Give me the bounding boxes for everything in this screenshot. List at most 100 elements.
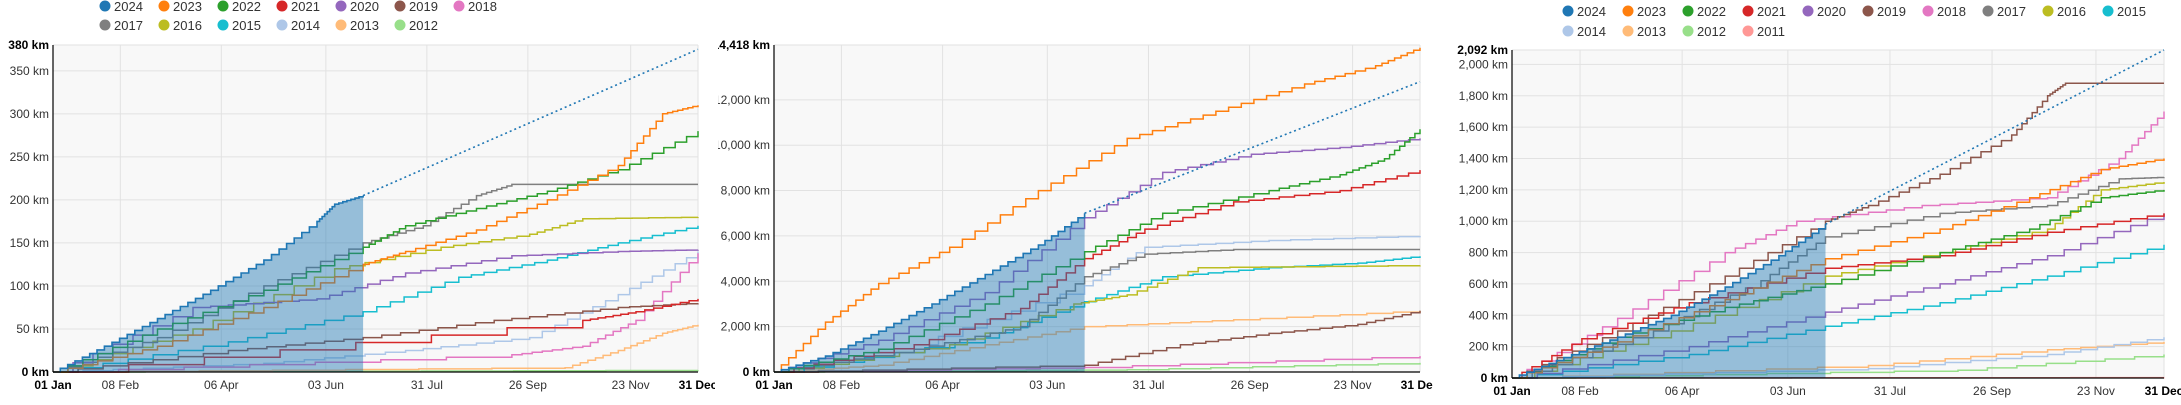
chart-panel-3: 2,000 km 1,800 km 1,600 km 1,400 km 1,200 km… xyxy=(1450,0,2181,405)
legend-item-2012[interactable]: 2012 xyxy=(1682,24,1726,39)
legend-item-2016[interactable]: 2016 xyxy=(2042,4,2086,19)
x-tick-label: 26 Sep xyxy=(509,378,547,392)
legend-item-2016[interactable]: 2016 xyxy=(158,18,202,33)
series-line-2013 xyxy=(53,324,699,373)
legend-marker xyxy=(99,0,111,12)
legend-item-2013[interactable]: 2013 xyxy=(1622,24,1666,39)
y-tick-label: 400 km xyxy=(1469,308,1508,322)
x-tick-label: 31 Dec xyxy=(679,378,715,392)
legend-item-2020[interactable]: 2020 xyxy=(1802,4,1846,19)
x-tick-label: 23 Nov xyxy=(612,378,650,392)
series-line-2019 xyxy=(53,303,699,373)
y-tick-label: 8,000 km xyxy=(721,184,770,198)
legend-item-2022[interactable]: 2022 xyxy=(217,0,261,14)
x-tick-label: 08 Feb xyxy=(823,378,861,392)
legend-marker xyxy=(1742,25,1754,37)
legend-item-2024[interactable]: 2024 xyxy=(1562,4,1606,19)
x-tick-label: 31 Dec xyxy=(1401,378,1433,392)
legend-item-2014[interactable]: 2014 xyxy=(276,18,320,33)
legend-marker xyxy=(1622,5,1634,17)
legend-marker xyxy=(217,0,229,12)
plot-area xyxy=(53,45,698,372)
legend-item-2018[interactable]: 2018 xyxy=(1922,4,1966,19)
series-line-2021 xyxy=(53,298,699,373)
series-line-2020 xyxy=(1512,213,2165,379)
x-tick-label: 31 Dec xyxy=(2145,384,2181,398)
legend-label: 2015 xyxy=(232,18,261,33)
legend-marker xyxy=(1682,5,1694,17)
y-tick-label: 1,600 km xyxy=(1459,120,1508,134)
y-tick-label: 4,000 km xyxy=(721,274,770,288)
legend-item-2015[interactable]: 2015 xyxy=(217,18,261,33)
legend-item-2021[interactable]: 2021 xyxy=(276,0,320,14)
y-tick-label: 200 km xyxy=(10,193,49,207)
y-tick-label: 100 km xyxy=(10,279,49,293)
legend-marker xyxy=(1862,5,1874,17)
y-tick-label: 0 km xyxy=(743,365,770,379)
legend-marker xyxy=(276,19,288,31)
legend-label: 2022 xyxy=(232,0,261,14)
legend-marker xyxy=(158,19,170,31)
series-line-2024 xyxy=(774,213,1086,373)
series-line-2021 xyxy=(774,170,1421,373)
legend-item-2013[interactable]: 2013 xyxy=(335,18,379,33)
legend-item-2017[interactable]: 2017 xyxy=(1982,4,2026,19)
legend-item-2023[interactable]: 2023 xyxy=(158,0,202,14)
legend-marker xyxy=(276,0,288,12)
legend-label: 2012 xyxy=(1697,24,1726,39)
projection-line-2024 xyxy=(362,48,699,197)
legend-item-2019[interactable]: 2019 xyxy=(1862,4,1906,19)
legend-marker xyxy=(335,0,347,12)
legend-label: 2018 xyxy=(468,0,497,14)
legend-item-2022[interactable]: 2022 xyxy=(1682,4,1726,19)
legend-item-2021[interactable]: 2021 xyxy=(1742,4,1786,19)
series-line-2024 xyxy=(1512,224,1827,379)
cumulative-distance-chart-3: 2,000 km 1,800 km 1,600 km 1,400 km 1,200 km… xyxy=(1450,4,2181,405)
y-tick-label: 600 km xyxy=(1469,277,1508,291)
series-line-2018 xyxy=(53,253,699,373)
legend-item-2023[interactable]: 2023 xyxy=(1622,4,1666,19)
legend-item-2015[interactable]: 2015 xyxy=(2102,4,2146,19)
series-line-2014 xyxy=(53,251,699,373)
series-line-2019 xyxy=(774,310,1421,373)
y-tick-label: 300 km xyxy=(10,107,49,121)
legend-item-2018[interactable]: 2018 xyxy=(453,0,497,14)
legend-marker xyxy=(217,19,229,31)
legend-marker xyxy=(1682,25,1694,37)
legend-item-2024[interactable]: 2024 xyxy=(99,0,143,14)
legend-label: 2015 xyxy=(2117,4,2146,19)
x-tick-label: 03 Jun xyxy=(1029,378,1065,392)
series-line-2021 xyxy=(1512,213,2165,379)
series-area-2024 xyxy=(774,213,1085,372)
legend-label: 2017 xyxy=(1997,4,2026,19)
y-tick-label: 350 km xyxy=(10,64,49,78)
legend-item-2019[interactable]: 2019 xyxy=(394,0,438,14)
series-line-2013 xyxy=(774,310,1421,373)
legend-item-2014[interactable]: 2014 xyxy=(1562,24,1606,39)
legend-label: 2014 xyxy=(291,18,320,33)
legend-item-2017[interactable]: 2017 xyxy=(99,18,143,33)
legend-item-2012[interactable]: 2012 xyxy=(394,18,438,33)
legend-label: 2016 xyxy=(173,18,202,33)
series-line-2022 xyxy=(1512,189,2165,379)
series-area-2024 xyxy=(1512,224,1826,378)
chart-panel-2: 12,000 km 10,000 km 8,000 km 6,000 km 4,000 … xyxy=(718,0,1433,405)
y-tick-label: 1,800 km xyxy=(1459,89,1508,103)
legend-label: 2017 xyxy=(114,18,143,33)
legend-marker xyxy=(394,0,406,12)
legend-label: 2023 xyxy=(173,0,202,14)
legend-item-2020[interactable]: 2020 xyxy=(335,0,379,14)
x-tick-label: 01 Jan xyxy=(755,378,792,392)
cumulative-distance-chart-2: 12,000 km 10,000 km 8,000 km 6,000 km 4,000 … xyxy=(718,38,1433,405)
series-line-2020 xyxy=(53,249,699,373)
legend-label: 2013 xyxy=(1637,24,1666,39)
y-tick-label: 10,000 km xyxy=(718,138,770,152)
legend-label: 2018 xyxy=(1937,4,1966,19)
legend-marker xyxy=(1742,5,1754,17)
legend-marker xyxy=(394,19,406,31)
x-tick-label: 23 Nov xyxy=(1334,378,1372,392)
plot-area xyxy=(1512,50,2164,378)
legend-label: 2012 xyxy=(409,18,438,33)
legend-item-2011[interactable]: 2011 xyxy=(1742,24,1785,39)
y-tick-label: 800 km xyxy=(1469,246,1508,260)
